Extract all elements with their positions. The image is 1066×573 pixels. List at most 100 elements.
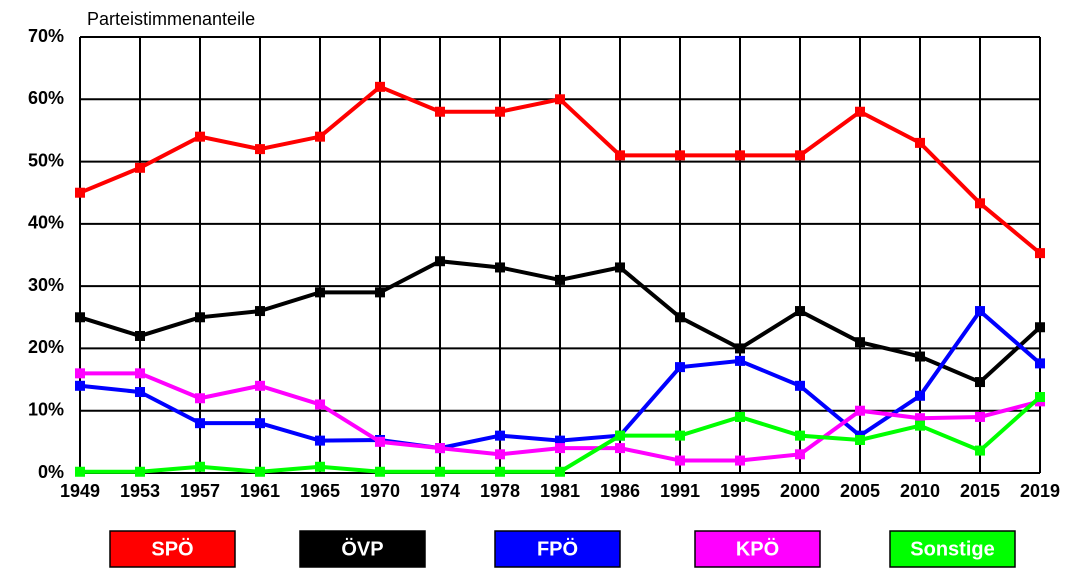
point [255,418,265,429]
point [915,413,925,424]
point [855,405,865,416]
point [135,387,145,398]
point [975,198,985,209]
point [375,466,385,477]
point [735,355,745,366]
point [495,449,505,460]
point [975,377,985,388]
point [915,137,925,148]
point [915,420,925,431]
x-tick-label: 2010 [900,481,940,501]
x-tick-label: 1953 [120,481,160,501]
point [675,312,685,323]
point [615,150,625,161]
x-tick-label: 1981 [540,481,580,501]
point [75,312,85,323]
point [555,466,565,477]
point [195,393,205,404]
y-tick-label: 10% [28,399,64,419]
point [315,399,325,410]
y-tick-label: 0% [38,462,64,482]
x-tick-label: 1986 [600,481,640,501]
point [195,418,205,429]
point [75,187,85,198]
legend-swatch [694,530,821,568]
legend-swatch [889,530,1016,568]
point [735,150,745,161]
point [435,106,445,117]
point [255,144,265,155]
x-tick-label: 2000 [780,481,820,501]
y-tick-label: 20% [28,337,64,357]
point [195,461,205,472]
point [195,312,205,323]
point [615,443,625,454]
point [675,430,685,441]
y-tick-label: 70% [28,26,64,46]
point [915,351,925,362]
x-tick-label: 1974 [420,481,460,501]
point [735,411,745,422]
x-tick-label: 1957 [180,481,220,501]
x-tick-label: 2019 [1020,481,1060,501]
point [915,390,925,401]
legend-label: KPÖ [736,537,779,560]
y-tick-label: 30% [28,275,64,295]
legend-swatch [494,530,621,568]
point [1035,358,1045,369]
x-tick-label: 1991 [660,481,700,501]
point [495,106,505,117]
x-tick-label: 1965 [300,481,340,501]
point [375,287,385,298]
point [555,94,565,105]
point [135,466,145,477]
legend-swatch [109,530,236,568]
point [255,380,265,391]
point [435,256,445,267]
point [315,461,325,472]
point [75,368,85,379]
point [975,306,985,317]
point [855,106,865,117]
point [1035,248,1045,259]
point [795,306,805,317]
point [675,455,685,466]
point [615,262,625,273]
x-tick-label: 1995 [720,481,760,501]
point [135,162,145,173]
x-tick-label: 1949 [60,481,100,501]
point [315,131,325,142]
point [975,445,985,456]
point [195,131,205,142]
point [555,443,565,454]
point [135,368,145,379]
point [75,466,85,477]
x-tick-label: 2005 [840,481,880,501]
point [615,430,625,441]
point [495,430,505,441]
legend-label: SPÖ [151,537,193,560]
point [855,337,865,348]
point [75,380,85,391]
point [1035,322,1045,333]
point [315,287,325,298]
point [675,362,685,373]
point [255,466,265,477]
point [795,449,805,460]
point [555,274,565,285]
point [315,435,325,446]
legend-label: FPÖ [537,537,578,560]
x-tick-label: 2015 [960,481,1000,501]
point [495,466,505,477]
x-tick-label: 1970 [360,481,400,501]
x-tick-label: 1978 [480,481,520,501]
point [795,380,805,391]
point [135,330,145,341]
point [675,150,685,161]
point [795,430,805,441]
x-tick-label: 1961 [240,481,280,501]
y-axis-title: Parteistimmenanteile [87,9,255,29]
point [735,343,745,354]
point [1035,392,1045,403]
legend-swatch [299,530,426,568]
